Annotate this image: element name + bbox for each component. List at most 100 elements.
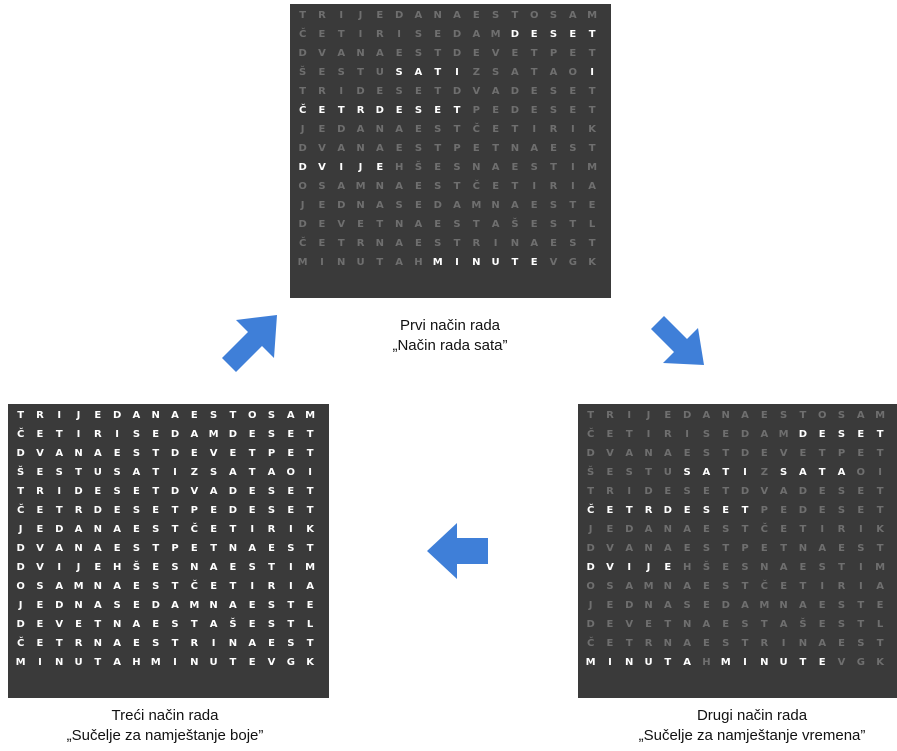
letter-cell: T (152, 543, 160, 554)
letter-cell: A (414, 67, 423, 78)
letter-cell: E (287, 486, 295, 497)
letter-cell: U (779, 657, 788, 668)
letter-cell: Č (760, 581, 768, 592)
letter-cell: S (549, 29, 558, 40)
letter-cell: I (858, 581, 863, 592)
caption-mode-1: Prvi način rada „Način rada sata” (300, 316, 600, 356)
letter-cell: S (171, 619, 179, 630)
letter-cell: V (779, 448, 788, 459)
letter-cell: A (113, 657, 121, 668)
letter-cell: Š (132, 562, 141, 573)
letter-cell: N (151, 410, 160, 421)
letter-cell: V (337, 219, 346, 230)
letter-cell: T (722, 486, 730, 497)
letter-cell: E (190, 410, 198, 421)
letter-cell: Č (760, 524, 768, 535)
letter-cell: Š (587, 467, 595, 478)
letter-cell: E (434, 105, 442, 116)
letter-cell: I (173, 657, 177, 668)
letter-cell: S (722, 581, 730, 592)
letter-cell: A (453, 200, 461, 211)
letter-cell: D (740, 448, 750, 459)
letter-cell: T (799, 410, 807, 421)
letter-cell: T (55, 638, 63, 649)
letter-cell: I (570, 124, 575, 135)
letter-cell: N (93, 581, 103, 592)
letter-cell: S (453, 162, 461, 173)
letter-cell: E (569, 48, 577, 59)
letter-cell: E (857, 486, 865, 497)
letter-cell: T (876, 543, 884, 554)
letter-cell: V (472, 86, 481, 97)
letter-cell: S (549, 86, 558, 97)
letter-cell: E (248, 619, 256, 630)
letter-cell: M (759, 600, 770, 611)
letter-cell: Š (414, 162, 423, 173)
letter-cell: Č (298, 105, 307, 116)
letter-cell: E (703, 600, 710, 611)
letter-cell: T (75, 467, 82, 478)
letter-cell: I (320, 257, 324, 268)
letter-cell: M (587, 162, 598, 173)
letter-cell: E (511, 162, 519, 173)
letter-cell: K (306, 657, 314, 668)
letter-cell: S (837, 619, 846, 630)
letter-cell: D (798, 505, 808, 516)
letter-cell: O (286, 467, 296, 478)
letter-cell: R (74, 638, 83, 649)
letter-cell: E (210, 505, 218, 516)
letter-cell: T (625, 429, 633, 440)
letter-cell: A (132, 619, 141, 630)
letter-cell: E (472, 48, 480, 59)
letter-cell: E (492, 124, 500, 135)
letter-cell: D (663, 505, 672, 516)
letter-cell: A (113, 524, 121, 535)
letter-cell: T (248, 448, 256, 459)
letter-cell: T (210, 543, 218, 554)
letter-cell: E (287, 429, 295, 440)
letter-cell: A (414, 10, 423, 21)
letter-cell: H (394, 162, 404, 173)
letter-cell: E (133, 581, 140, 592)
letter-cell: S (722, 638, 730, 649)
letter-cell: A (837, 467, 846, 478)
letter-cell: A (625, 448, 634, 459)
letter-cell: E (318, 200, 326, 211)
letter-cell: P (760, 505, 768, 516)
letter-cell: E (818, 600, 826, 611)
arrow-up-right-icon (222, 315, 277, 372)
letter-cell: T (588, 143, 596, 154)
letter-cell: T (530, 67, 538, 78)
letter-cell: E (94, 486, 102, 497)
letter-cell: U (663, 467, 672, 478)
letter-cell: S (741, 562, 749, 573)
letter-cell: D (375, 105, 384, 116)
letter-cell: V (606, 562, 614, 573)
letter-cell: T (287, 600, 295, 611)
letter-cell: S (267, 429, 276, 440)
letter-cell: S (267, 410, 276, 421)
letter-cell: K (876, 657, 884, 668)
letter-cell: P (472, 105, 480, 116)
letter-cell: T (511, 257, 519, 268)
letter-cell: E (113, 505, 121, 516)
letter-cell: D (586, 448, 595, 459)
letter-cell: S (337, 67, 345, 78)
letter-cell: T (171, 524, 179, 535)
letter-cell: E (703, 638, 710, 649)
letter-cell: A (799, 600, 807, 611)
letter-cell: U (93, 467, 102, 478)
letter-cell: K (876, 524, 884, 535)
letter-cell: N (228, 638, 238, 649)
letter-cell: A (132, 410, 141, 421)
letter-cell: U (644, 657, 653, 668)
letter-cell: T (588, 86, 596, 97)
letter-cell: S (395, 67, 403, 78)
letter-cell: I (590, 67, 594, 78)
letter-cell: E (94, 410, 102, 421)
letter-cell: T (306, 448, 314, 459)
letter-cell: E (36, 467, 44, 478)
